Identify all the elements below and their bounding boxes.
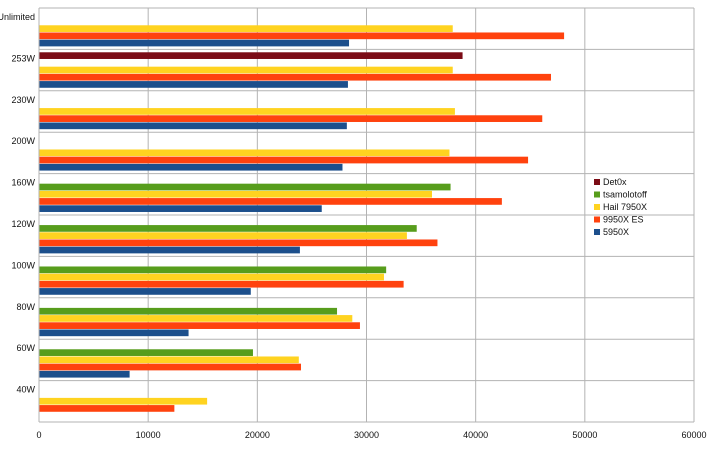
bar-tsamolotoff-60w (39, 349, 253, 356)
x-tick-label: 40000 (463, 430, 488, 440)
bar-9950x-es-100w (39, 280, 404, 288)
bar-hail-7950x-120w (39, 232, 407, 239)
x-tick-label: 50000 (572, 430, 597, 440)
bar-tsamolotoff-120w (39, 225, 417, 232)
bar-det0x-253w (39, 52, 463, 59)
bar-9950x-es-160w (39, 198, 502, 205)
legend-label: 5950X (603, 227, 629, 237)
bar-9950x-es-unlimited (39, 32, 565, 40)
bar-5950x-80w (39, 329, 189, 337)
category-label: 40W (16, 385, 35, 395)
legend-swatch (594, 216, 600, 223)
bar-5950x-100w (39, 288, 251, 295)
bar-9950x-es-200w (39, 156, 529, 164)
x-tick-label: 60000 (681, 430, 706, 440)
bar-hail-7950x-200w (39, 149, 450, 157)
bar-5950x-200w (39, 163, 343, 171)
legend-label: Hail 7950X (603, 202, 647, 212)
category-label: 230W (11, 95, 35, 105)
category-label: 160W (11, 178, 35, 188)
bar-tsamolotoff-100w (39, 266, 387, 274)
bars (39, 25, 565, 412)
x-tick-label: 10000 (136, 430, 161, 440)
grid-lines (38, 7, 695, 423)
bar-hail-7950x-253w (39, 66, 453, 74)
bar-5950x-60w (39, 370, 130, 378)
axes: 0 10000 20000 30000 40000 50000 60000 40W 60W 80W… (0, 8, 707, 440)
bar-9950x-es-60w (39, 363, 301, 371)
category-label: 200W (11, 136, 35, 146)
x-tick-label: 0 (36, 430, 41, 440)
bar-5950x-253w (39, 81, 348, 88)
legend-swatch (594, 191, 600, 198)
bar-9950x-es-230w (39, 115, 543, 122)
bar-hail-7950x-160w (39, 190, 432, 198)
category-label: 80W (16, 302, 35, 312)
legend-label: tsamolotoff (603, 190, 647, 200)
bar-hail-7950x-100w (39, 273, 384, 281)
legend-label: Det0x (603, 177, 627, 187)
bar-hail-7950x-40w (39, 397, 208, 405)
bar-5950x-120w (39, 246, 300, 254)
bar-hail-7950x-unlimited (39, 25, 453, 32)
legend-swatch (594, 179, 600, 185)
legend-swatch (594, 204, 600, 210)
category-label: Unlimited (0, 12, 35, 22)
legend-label: 9950X ES (603, 215, 644, 225)
category-label: 253W (11, 53, 35, 63)
bar-hail-7950x-60w (39, 356, 299, 364)
bar-9950x-es-80w (39, 322, 360, 329)
bar-tsamolotoff-160w (39, 183, 451, 191)
x-tick-label: 30000 (354, 430, 379, 440)
x-tick-label: 20000 (245, 430, 270, 440)
category-label: 120W (11, 219, 35, 229)
bar-9950x-es-253w (39, 73, 551, 81)
bar-tsamolotoff-80w (39, 307, 338, 315)
legend: Det0x tsamolotoff Hail 7950X 9950X ES 5950X (594, 177, 647, 237)
bar-5950x-160w (39, 205, 322, 212)
bar-5950x-unlimited (39, 39, 350, 47)
bar-5950x-230w (39, 122, 347, 130)
bar-hail-7950x-230w (39, 108, 455, 115)
category-label: 60W (16, 343, 35, 353)
bar-9950x-es-40w (39, 405, 175, 412)
category-label: 100W (11, 260, 35, 270)
bar-9950x-es-120w (39, 239, 438, 247)
legend-swatch (594, 229, 600, 235)
bar-hail-7950x-80w (39, 315, 353, 322)
